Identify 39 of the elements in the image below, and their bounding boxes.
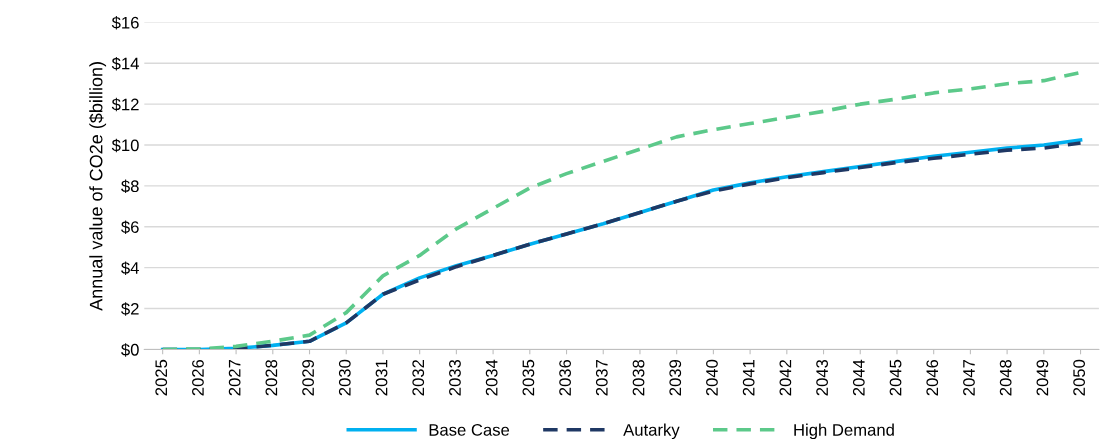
- y-tick-label: $10: [111, 138, 139, 153]
- y-tick-label: $0: [121, 343, 139, 357]
- legend-label: Base Case: [429, 424, 510, 436]
- x-tick-label: 2033: [449, 359, 461, 396]
- y-tick-label: $8: [121, 179, 139, 194]
- x-tick-label: 2045: [889, 359, 902, 396]
- x-tick-label: 2028: [265, 359, 278, 396]
- x-tick-label: 2035: [522, 359, 535, 396]
- x-tick-label: 2042: [779, 360, 792, 396]
- y-tick-label: $16: [111, 16, 139, 30]
- y-tick-label: $2: [121, 302, 139, 316]
- x-tick-label: 2047: [963, 360, 975, 396]
- y-tick-label: $12: [111, 97, 139, 112]
- x-tick-label: 2025: [155, 359, 168, 396]
- x-tick-label: 2030: [338, 359, 351, 396]
- x-tick-label: 2031: [375, 359, 388, 396]
- x-tick-label: 2029: [302, 359, 314, 396]
- x-tick-label: 2038: [632, 359, 645, 396]
- x-tick-label: 2041: [742, 359, 755, 396]
- y-tick-label: $14: [111, 56, 139, 71]
- legend-label: High Demand: [794, 423, 894, 440]
- x-tick-label: 2048: [999, 359, 1012, 396]
- x-tick-label: 2032: [412, 360, 425, 396]
- x-tick-label: 2049: [1036, 359, 1049, 396]
- y-tick-label: $4: [121, 261, 139, 275]
- x-tick-label: 2040: [706, 359, 718, 396]
- legend-label: Autarky: [623, 423, 680, 440]
- x-tick-label: 2039: [669, 359, 682, 396]
- y-axis-title: Annual value of CO2e ($billion): [88, 62, 107, 311]
- x-tick-label: 2036: [559, 359, 571, 396]
- x-tick-label: 2044: [852, 359, 865, 396]
- x-tick-label: 2043: [816, 359, 829, 396]
- x-tick-label: 2034: [485, 359, 498, 396]
- x-tick-label: 2027: [228, 360, 241, 396]
- y-tick-label: $6: [121, 220, 139, 234]
- x-tick-label: 2026: [192, 359, 204, 396]
- x-tick-label: 2037: [595, 360, 608, 396]
- x-tick-label: 2050: [1073, 359, 1086, 396]
- x-tick-label: 2046: [926, 359, 939, 396]
